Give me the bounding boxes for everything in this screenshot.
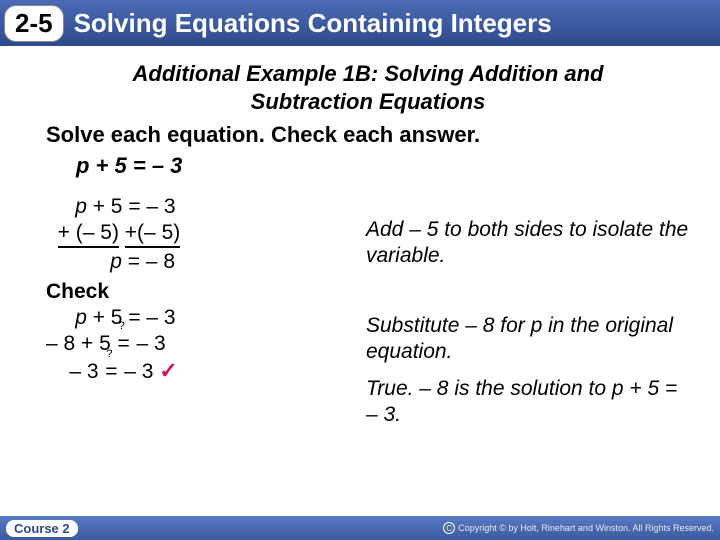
check-line-2: – 8 + 5 ?= – 3: [46, 332, 336, 356]
lesson-number-badge: 2-5: [4, 5, 64, 42]
check2-right: – 3: [131, 332, 166, 355]
explanation-column: Add – 5 to both sides to isolate the var…: [366, 195, 690, 453]
check-line-3: – 3 ?= – 3 ✓: [46, 358, 336, 384]
copyright-text: CCopyright © by Holt, Rinehart and Winst…: [443, 522, 714, 534]
work-line-3: p = – 8: [46, 250, 336, 274]
checkmark-icon: ✓: [159, 358, 177, 383]
variable-p: p: [75, 195, 87, 218]
given-equation: p + 5 = – 3: [76, 153, 690, 179]
check-label: Check: [46, 280, 336, 304]
question-equals-icon: ?=: [117, 332, 131, 356]
add-left: + (– 5): [58, 221, 119, 248]
explain-2: Substitute – 8 for p in the original equ…: [366, 313, 690, 366]
work-line-3-rest: = – 8: [122, 250, 175, 273]
variable-p: p: [75, 306, 87, 329]
example-title: Additional Example 1B: Solving Addition …: [46, 60, 690, 115]
variable-p: p: [110, 250, 122, 273]
course-badge: Course 2: [6, 520, 78, 537]
instruction-text: Solve each equation. Check each answer.: [46, 121, 690, 149]
footer-bar: Course 2 CCopyright © by Holt, Rinehart …: [0, 516, 720, 540]
check-line-1-rest: + 5 = – 3: [87, 306, 176, 329]
header-title: Solving Equations Containing Integers: [74, 8, 552, 39]
work-left-column: p + 5 = – 3 + (– 5) +(– 5) p = – 8 Check…: [46, 195, 336, 453]
work-line-1-rest: + 5 = – 3: [87, 195, 176, 218]
work-columns: p + 5 = – 3 + (– 5) +(– 5) p = – 8 Check…: [46, 195, 690, 453]
check3-left: – 3: [46, 360, 104, 383]
explain-3: True. – 8 is the solution to p + 5 = – 3…: [366, 376, 690, 429]
content-area: Additional Example 1B: Solving Addition …: [0, 46, 720, 452]
add-right: +(– 5): [125, 221, 180, 248]
question-equals-icon: ?=: [104, 360, 118, 384]
explain-1: Add – 5 to both sides to isolate the var…: [366, 217, 690, 270]
work-line-2: + (– 5) +(– 5): [46, 221, 336, 248]
example-title-line2: Subtraction Equations: [251, 89, 486, 114]
check-line-1: p + 5 = – 3: [46, 306, 336, 330]
example-title-line1: Additional Example 1B: Solving Addition …: [133, 61, 604, 86]
copyright-icon: C: [443, 522, 455, 534]
header-bar: 2-5 Solving Equations Containing Integer…: [0, 0, 720, 46]
work-line-1: p + 5 = – 3: [46, 195, 336, 219]
check3-right: – 3: [118, 360, 159, 383]
copyright-label: Copyright © by Holt, Rinehart and Winsto…: [458, 523, 714, 533]
